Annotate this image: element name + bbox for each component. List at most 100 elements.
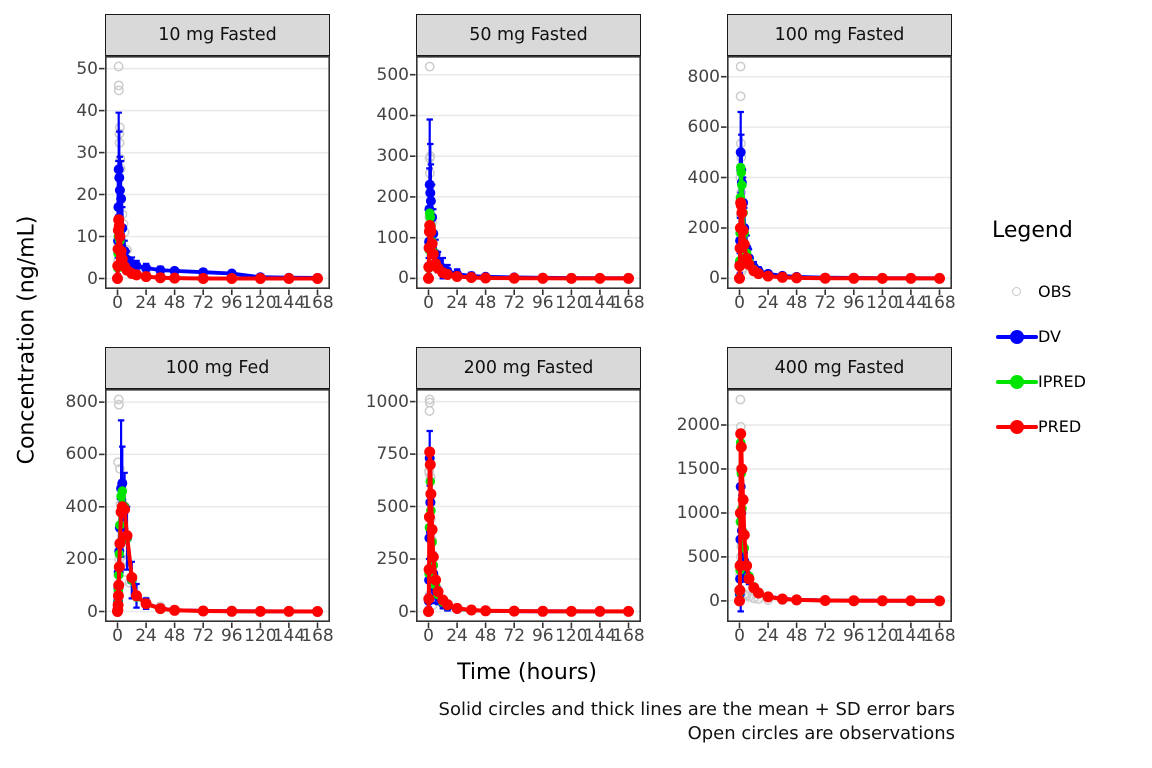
y-tick-label: 1000 <box>676 502 720 523</box>
x-tick-label: 24 <box>446 626 468 646</box>
y-tick-label: 10 <box>76 226 98 247</box>
facet-plot-area <box>721 56 952 295</box>
facet-plot-area <box>410 56 641 295</box>
x-tick-label: 120 <box>866 626 899 646</box>
x-tick-label: 120 <box>866 293 899 313</box>
legend-entry-label: DV <box>1038 327 1061 346</box>
facet-100mg-fed: 100 mg Fed 0 200 400 600 800 0 24 48 72 96 120 144… <box>50 347 334 648</box>
y-tick-label: 500 <box>376 496 409 517</box>
x-tick-label: 48 <box>163 626 186 646</box>
x-tick-label: 144 <box>894 626 928 646</box>
x-tick-label: 96 <box>842 626 865 646</box>
ipred-line-dot-icon <box>996 374 1038 390</box>
x-tick-label: 72 <box>814 293 837 313</box>
x-tick-label: 144 <box>583 293 617 313</box>
y-tick-label: 2000 <box>676 415 720 436</box>
x-tick-label: 144 <box>583 626 617 646</box>
legend-entry-label: OBS <box>1038 282 1072 301</box>
y-axis-tick-labels: 0 200 400 600 800 <box>672 56 727 289</box>
facet-strip-title: 100 mg Fasted <box>727 14 952 56</box>
facet-plot-area <box>721 389 952 628</box>
facet-plot-area <box>99 389 330 628</box>
legend: Legend OBS DV IPRED PRED <box>992 218 1086 449</box>
y-tick-label: 0 <box>709 268 720 289</box>
x-tick-label: 0 <box>734 626 745 646</box>
facet-grid: 10 mg Fasted 0 10 20 30 40 50 0 24 48 72 96 120 144… <box>50 14 956 648</box>
y-tick-label: 200 <box>65 549 98 570</box>
x-tick-label: 24 <box>757 293 779 313</box>
x-tick-label: 96 <box>220 626 243 646</box>
y-tick-label: 750 <box>376 444 409 465</box>
y-tick-label: 800 <box>687 66 720 87</box>
y-tick-label: 1000 <box>365 391 409 412</box>
facet-plot-area <box>99 56 330 295</box>
x-tick-label: 48 <box>785 293 808 313</box>
y-tick-label: 0 <box>709 590 720 611</box>
legend-entry-ipred: IPRED <box>996 359 1086 404</box>
legend-entry-obs: OBS <box>996 269 1086 314</box>
dv-line-dot-icon <box>996 329 1038 345</box>
y-tick-label: 800 <box>65 392 98 413</box>
facet-strip-title: 50 mg Fasted <box>416 14 641 56</box>
x-tick-label: 0 <box>423 626 434 646</box>
x-tick-label: 144 <box>894 293 928 313</box>
x-tick-label: 0 <box>112 626 123 646</box>
x-tick-label: 72 <box>503 293 526 313</box>
x-tick-label: 96 <box>220 293 243 313</box>
y-tick-label: 30 <box>76 142 98 163</box>
x-tick-label: 120 <box>244 626 277 646</box>
x-tick-label: 0 <box>112 293 123 313</box>
x-tick-label: 96 <box>531 293 554 313</box>
y-tick-label: 200 <box>376 186 409 207</box>
x-tick-label: 48 <box>474 626 497 646</box>
x-tick-label: 72 <box>814 626 837 646</box>
facet-plot-area <box>410 389 641 628</box>
x-tick-label: 72 <box>503 626 526 646</box>
y-axis-tick-labels: 0 100 200 300 400 500 <box>361 56 416 289</box>
x-tick-label: 168 <box>301 626 334 646</box>
x-axis-tick-labels: 0 24 48 72 96 120 144 168 <box>416 622 645 648</box>
y-tick-label: 20 <box>76 184 98 205</box>
facet-200mg-fasted: 200 mg Fasted 0 250 500 750 1000 0 24 48 72 96 12… <box>361 347 645 648</box>
x-tick-label: 24 <box>135 626 157 646</box>
x-axis-tick-labels: 0 24 48 72 96 120 144 168 <box>105 622 334 648</box>
y-tick-label: 400 <box>687 167 720 188</box>
x-tick-label: 168 <box>923 626 956 646</box>
legend-entry-label: IPRED <box>1038 372 1086 391</box>
y-tick-label: 400 <box>376 105 409 126</box>
caption-line-1: Solid circles and thick lines are the me… <box>438 699 955 720</box>
y-tick-label: 500 <box>376 64 409 85</box>
legend-title: Legend <box>992 218 1073 243</box>
y-tick-label: 1500 <box>676 459 720 479</box>
x-tick-label: 48 <box>163 293 186 313</box>
x-tick-label: 0 <box>423 293 434 313</box>
x-axis-tick-labels: 0 24 48 72 96 120 144 168 <box>416 289 645 315</box>
obs-open-circle-icon <box>996 284 1038 300</box>
facet-10mg-fasted: 10 mg Fasted 0 10 20 30 40 50 0 24 48 72 96 120 144… <box>50 14 334 315</box>
x-tick-label: 48 <box>785 626 808 646</box>
y-tick-label: 40 <box>76 100 98 121</box>
x-axis-tick-labels: 0 24 48 72 96 120 144 168 <box>105 289 334 315</box>
y-tick-label: 600 <box>687 117 720 138</box>
x-axis-tick-labels: 0 24 48 72 96 120 144 168 <box>727 289 956 315</box>
legend-entry-label: PRED <box>1038 417 1082 436</box>
facet-strip-title: 10 mg Fasted <box>105 14 330 56</box>
x-tick-label: 24 <box>135 293 157 313</box>
y-tick-label: 200 <box>687 217 720 238</box>
x-tick-label: 168 <box>301 293 334 313</box>
facet-100mg-fasted: 100 mg Fasted 0 200 400 600 800 0 24 48 72 96 120… <box>672 14 956 315</box>
y-axis-title: Concentration (ng/mL) <box>14 215 40 465</box>
y-tick-label: 0 <box>398 601 409 622</box>
y-tick-label: 300 <box>376 146 409 167</box>
figure-caption: Solid circles and thick lines are the me… <box>439 698 955 746</box>
facet-50mg-fasted: 50 mg Fasted 0 100 200 300 400 500 0 24 48 72 96 1… <box>361 14 645 315</box>
x-tick-label: 72 <box>192 293 215 313</box>
facet-strip-title: 200 mg Fasted <box>416 347 641 389</box>
x-tick-label: 0 <box>734 293 745 313</box>
y-tick-label: 500 <box>687 546 720 567</box>
x-axis-title: Time (hours) <box>457 660 597 685</box>
x-tick-label: 120 <box>555 626 588 646</box>
facet-400mg-fasted: 400 mg Fasted 0 500 1000 1500 2000 0 24 48 72 96… <box>672 347 956 648</box>
x-tick-label: 24 <box>446 293 468 313</box>
